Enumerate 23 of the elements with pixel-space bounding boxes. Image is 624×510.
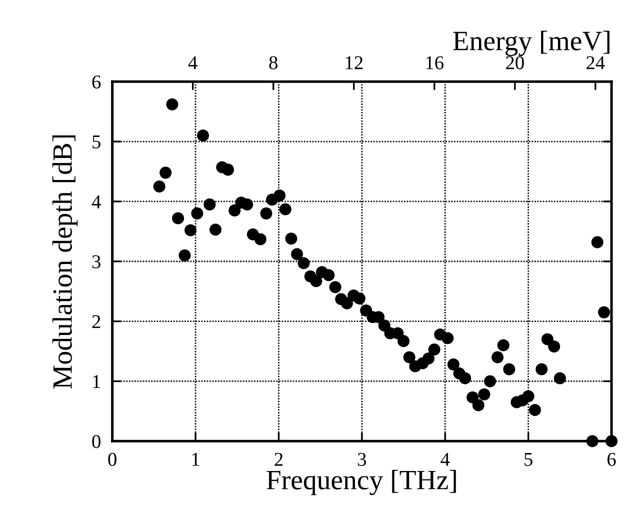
- x-tick-label: 1: [192, 452, 200, 466]
- x-tick-label: 5: [524, 453, 532, 466]
- y-tick-label: 3: [92, 255, 100, 268]
- x-tick-label: 0: [108, 452, 116, 466]
- x2-tick-label: 4: [188, 56, 198, 70]
- y-tick-label: 4: [92, 195, 101, 208]
- x2-axis-title: Energy [meV]: [453, 30, 610, 56]
- x-tick-label: 4: [440, 452, 450, 466]
- y-tick-label: 5: [92, 136, 100, 148]
- x-tick-label: 6: [607, 452, 616, 466]
- x2-tick-label: 24: [586, 56, 605, 70]
- x2-tick-label: 8: [269, 56, 278, 70]
- x-axis-title: Frequency [THz]: [266, 470, 456, 496]
- y-tick-label: 0: [92, 434, 100, 448]
- x-tick-label: 3: [358, 452, 366, 466]
- x2-tick-label: 12: [346, 56, 363, 70]
- y-tick-label: 1: [93, 375, 100, 388]
- x2-tick-label: 16: [426, 56, 444, 70]
- y-axis-title: Modulation depth [dB]: [52, 135, 78, 389]
- y-tick-label: 2: [92, 315, 100, 328]
- x2-tick-label: 20: [506, 56, 524, 70]
- y-tick-label: 6: [92, 75, 101, 89]
- x-tick-label: 2: [274, 452, 283, 466]
